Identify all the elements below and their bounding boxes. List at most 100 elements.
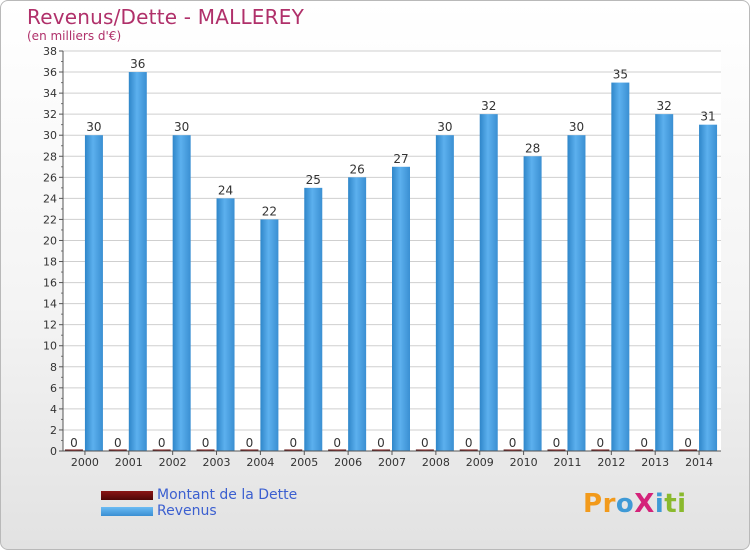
revenus-data-label: 24 [218, 183, 233, 197]
revenus-bar [260, 219, 279, 451]
y-tick-label: 0 [50, 445, 57, 458]
revenus-data-label: 30 [86, 120, 101, 134]
debt-data-label: 0 [509, 436, 517, 450]
y-tick-label: 2 [50, 424, 57, 437]
debt-bar [415, 449, 434, 451]
x-tick-label: 2006 [334, 456, 362, 469]
revenus-data-label: 36 [130, 57, 145, 71]
debt-bar [372, 449, 390, 451]
logo-letter: r [602, 489, 616, 519]
debt-bar [503, 449, 522, 451]
revenus-bar [172, 135, 191, 452]
x-tick-label: 2001 [115, 456, 143, 469]
legend-label-revenus: Revenus [157, 503, 217, 519]
debt-data-label: 0 [684, 436, 692, 450]
x-tick-label: 2012 [597, 456, 625, 469]
logo-letter: t [664, 489, 678, 519]
y-tick-label: 36 [43, 66, 57, 79]
revenus-data-label: 32 [481, 99, 496, 113]
revenus-bar [655, 114, 674, 451]
revenus-bar [479, 114, 498, 451]
y-tick-label: 38 [43, 45, 57, 58]
debt-data-label: 0 [553, 436, 561, 450]
chart-title: Revenus/Dette - MALLEREY [27, 5, 304, 29]
legend-swatch-debt [101, 490, 153, 500]
revenus-data-label: 25 [306, 173, 321, 187]
legend-swatch-revenus [101, 506, 153, 516]
revenus-bar [523, 156, 542, 451]
revenus-data-label: 30 [174, 120, 189, 134]
y-tick-label: 16 [43, 277, 57, 290]
revenus-bar [435, 135, 454, 452]
debt-bar [284, 449, 303, 451]
revenus-bar [567, 135, 586, 452]
revenus-data-label: 22 [262, 204, 277, 218]
debt-data-label: 0 [246, 436, 254, 450]
logo-letter: o [615, 489, 635, 519]
debt-bar [64, 449, 83, 451]
debt-data-label: 0 [114, 436, 122, 450]
x-tick-label: 2005 [290, 456, 318, 469]
debt-data-label: 0 [377, 436, 385, 450]
x-tick-label: 2007 [378, 456, 406, 469]
chart-subtitle: (en milliers d'€) [27, 29, 122, 43]
revenus-data-label: 30 [437, 120, 452, 134]
y-tick-label: 34 [43, 87, 57, 100]
debt-data-label: 0 [289, 436, 297, 450]
debt-data-label: 0 [465, 436, 473, 450]
y-tick-label: 22 [43, 213, 57, 226]
debt-bar [328, 449, 347, 451]
debt-bar [459, 449, 478, 451]
logo-letter: X [634, 489, 655, 519]
x-tick-label: 2003 [203, 456, 231, 469]
y-tick-label: 26 [43, 171, 57, 184]
legend-label-debt: Montant de la Dette [157, 487, 298, 503]
revenus-bar [699, 124, 718, 452]
y-tick-label: 10 [43, 340, 57, 353]
revenus-data-label: 26 [349, 162, 364, 176]
revenus-data-label: 30 [569, 120, 584, 134]
y-tick-label: 24 [43, 192, 57, 205]
x-tick-label: 2002 [159, 456, 187, 469]
debt-data-label: 0 [597, 436, 605, 450]
debt-data-label: 0 [640, 436, 648, 450]
debt-bar [679, 449, 698, 451]
x-tick-label: 2008 [422, 456, 450, 469]
revenus-data-label: 27 [393, 152, 408, 166]
debt-bar [635, 449, 654, 451]
logo-letter: i [654, 489, 665, 519]
legend: Montant de la Dette Revenus [101, 487, 297, 519]
y-tick-label: 30 [43, 129, 57, 142]
x-tick-label: 2013 [641, 456, 669, 469]
revenus-bar [216, 198, 235, 451]
debt-bar [108, 449, 127, 451]
y-tick-label: 18 [43, 256, 57, 269]
y-tick-label: 20 [43, 234, 57, 247]
proxiti-logo: ProXiti [583, 489, 687, 519]
x-tick-label: 2010 [510, 456, 538, 469]
y-tick-label: 6 [50, 382, 57, 395]
logo-letter: i [677, 489, 687, 519]
debt-data-label: 0 [202, 436, 210, 450]
revenus-bar [128, 72, 147, 451]
revenus-data-label: 32 [657, 99, 672, 113]
revenus-bar [611, 82, 630, 451]
logo-letter: P [583, 489, 603, 519]
debt-bar [591, 449, 610, 451]
x-tick-label: 2011 [553, 456, 581, 469]
x-tick-label: 2000 [71, 456, 99, 469]
x-tick-label: 2004 [246, 456, 274, 469]
revenus-bar [348, 177, 367, 451]
y-tick-label: 28 [43, 150, 57, 163]
y-tick-label: 8 [50, 361, 57, 374]
legend-item-revenus: Revenus [101, 503, 297, 519]
y-tick-label: 12 [43, 319, 57, 332]
revenus-data-label: 28 [525, 141, 540, 155]
debt-data-label: 0 [421, 436, 429, 450]
y-tick-label: 4 [50, 403, 57, 416]
revenus-data-label: 31 [700, 110, 715, 124]
debt-bar [196, 449, 215, 451]
